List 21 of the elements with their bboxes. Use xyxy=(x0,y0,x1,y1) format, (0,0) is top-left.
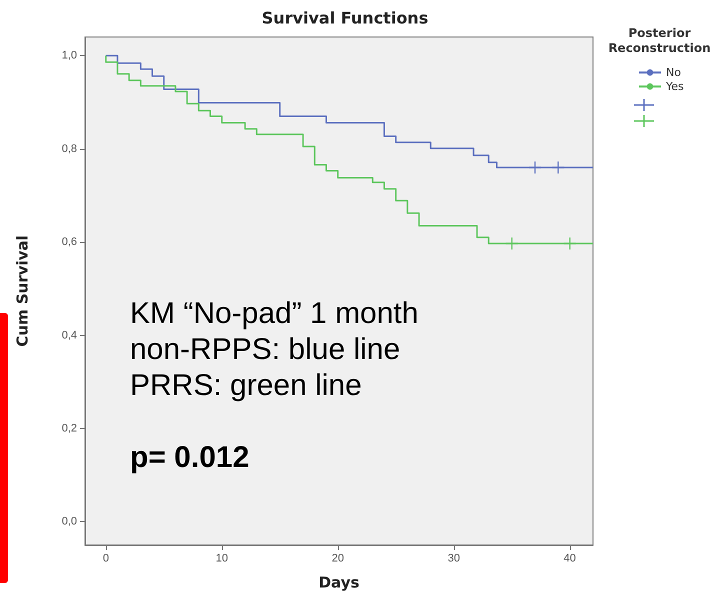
legend-title: Posterior Reconstruction xyxy=(607,26,712,56)
y-tick-label: 0,2 xyxy=(62,422,77,434)
y-tick-label: 1,0 xyxy=(62,50,77,62)
legend-label: Yes xyxy=(665,80,684,93)
x-tick-label: 10 xyxy=(216,552,228,564)
x-tick-label: 0 xyxy=(102,552,109,564)
legend-label: No xyxy=(666,66,682,79)
y-tick-label: 0,4 xyxy=(62,329,77,342)
annotation: PRRS: green line xyxy=(130,368,363,404)
annotation: KM “No-pad” 1 month xyxy=(130,296,418,332)
x-tick-label: 30 xyxy=(448,552,460,564)
annotation: non-RPPS: blue line xyxy=(130,332,402,368)
chart-title: Survival Functions xyxy=(262,8,428,28)
x-tick-label: 20 xyxy=(332,552,344,564)
y-axis-title: Cum Survival xyxy=(14,235,32,347)
x-tick-label: 40 xyxy=(564,552,576,564)
y-tick-label: 0,0 xyxy=(62,516,77,528)
y-tick-label: 0,6 xyxy=(62,236,77,248)
x-axis-title: Days xyxy=(318,574,360,592)
annotation: p= 0.012 xyxy=(130,440,250,476)
y-tick-label: 0,8 xyxy=(62,142,77,155)
